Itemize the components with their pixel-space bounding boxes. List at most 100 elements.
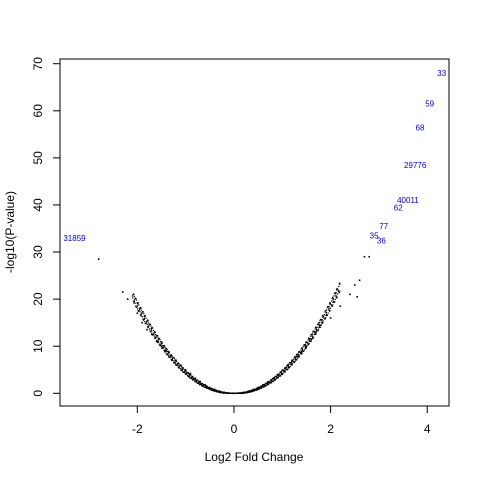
data-point: [318, 322, 320, 324]
data-point: [266, 383, 269, 385]
data-point: [148, 325, 150, 327]
data-point: [303, 344, 305, 346]
data-point: [298, 356, 300, 358]
data-point: [167, 355, 170, 357]
data-point: [316, 329, 318, 332]
data-point: [273, 378, 276, 380]
data-point: [158, 343, 160, 345]
data-point: [170, 358, 172, 361]
data-point: [322, 322, 324, 324]
data-point: [332, 298, 334, 300]
data-point: [304, 348, 306, 350]
data-point: [140, 313, 143, 315]
data-point: [197, 379, 199, 382]
data-point: [163, 349, 165, 352]
data-point: [315, 329, 318, 331]
data-point: [199, 381, 201, 383]
data-point: [188, 375, 190, 377]
data-point: [308, 343, 310, 346]
data-point: [308, 340, 310, 342]
data-point: [199, 381, 201, 383]
data-point: [190, 375, 192, 377]
data-point: [322, 315, 325, 318]
data-point: [166, 354, 169, 356]
y-tick-label: 60: [31, 104, 45, 118]
data-point: [148, 328, 151, 330]
x-axis: -2 0 2 4: [132, 405, 431, 436]
data-point: [254, 389, 257, 391]
data-point: [284, 370, 286, 372]
data-point: [213, 388, 215, 390]
data-point: [269, 380, 271, 382]
data-point: [313, 336, 315, 338]
data-point: [185, 371, 187, 373]
data-point: [136, 312, 139, 315]
data-point: [146, 321, 148, 323]
data-point: [141, 312, 143, 314]
data-point: [135, 297, 137, 300]
data-point: [277, 374, 280, 376]
data-point: [305, 346, 307, 349]
data-point: [270, 380, 273, 383]
data-point: [312, 331, 314, 333]
data-point: [154, 331, 156, 334]
data-point: [301, 352, 303, 354]
data-point: [146, 328, 148, 331]
data-point: [278, 375, 281, 377]
data-point: [334, 292, 336, 294]
data-point: [220, 391, 222, 393]
data-point: [292, 360, 294, 362]
data-point: [173, 358, 176, 360]
data-point: [288, 363, 290, 366]
data-point: [326, 314, 329, 316]
data-point: [141, 311, 143, 314]
data-point: [284, 367, 287, 369]
data-point: [267, 382, 269, 384]
data-point: [197, 381, 200, 383]
data-point: [172, 357, 174, 359]
data-point: [358, 279, 361, 282]
data-point: [334, 301, 336, 303]
data-point: [339, 305, 342, 307]
data-point: [149, 330, 151, 332]
data-point: [183, 368, 185, 371]
data-point: [180, 365, 182, 367]
data-point: [327, 306, 330, 308]
data-point: [183, 371, 185, 373]
data-point: [317, 329, 320, 331]
data-point: [280, 371, 282, 373]
data-point: [173, 357, 175, 359]
data-point: [122, 291, 124, 293]
data-point: [292, 360, 294, 363]
data-point: [305, 345, 308, 348]
data-point: [290, 362, 292, 365]
data-point: [136, 303, 139, 305]
data-point: [179, 367, 181, 370]
data-point: [303, 350, 305, 352]
data-point: [315, 333, 317, 335]
data-point: [140, 309, 142, 311]
data-point: [299, 354, 301, 356]
data-point: [321, 316, 323, 318]
data-point: [258, 388, 260, 390]
data-point: [136, 306, 138, 308]
data-point: [140, 306, 142, 309]
data-point: [167, 351, 169, 354]
data-point: [283, 369, 285, 371]
data-point: [207, 387, 209, 389]
data-point: [325, 313, 328, 316]
data-point: [192, 377, 195, 379]
data-point: [154, 337, 156, 339]
data-point: [278, 373, 280, 375]
data-point: [210, 389, 212, 391]
data-point: [294, 357, 297, 359]
x-tick-label: 2: [327, 422, 334, 436]
data-point: [179, 365, 181, 367]
data-point: [319, 326, 321, 328]
data-point: [271, 378, 274, 380]
data-point: [290, 362, 292, 364]
data-point: [191, 378, 193, 380]
data-point: [279, 372, 281, 374]
data-point: [147, 326, 149, 328]
